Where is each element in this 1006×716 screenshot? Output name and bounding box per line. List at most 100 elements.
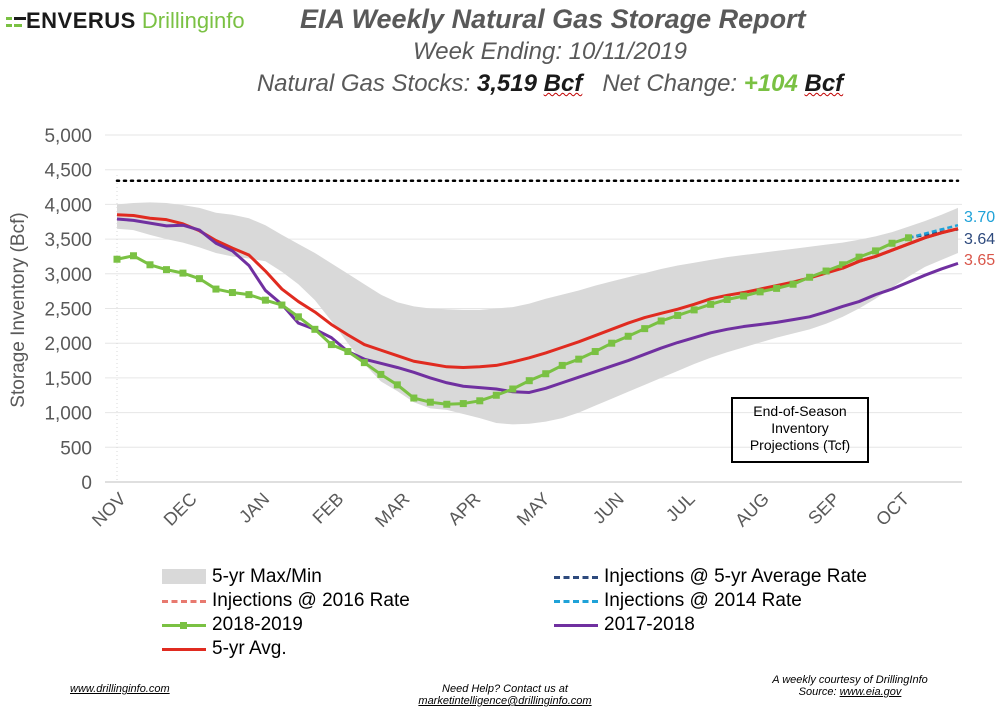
y-tick-label: 1,000: [44, 404, 92, 425]
legend-item-2014-rate: Injections @ 2014 Rate: [552, 590, 802, 612]
stocks-summary: Natural Gas Stocks: 3,519 Bcf Net Change…: [200, 70, 900, 98]
series-line-injections-2014-rate: [908, 224, 959, 239]
legend-swatch-2017-2018: [552, 614, 602, 636]
legend-swatch-5yr-avg: [160, 638, 210, 660]
data-point-2018-2019: [294, 313, 302, 321]
data-point-2018-2019: [641, 325, 649, 333]
y-tick-label: 4,500: [44, 161, 92, 182]
data-point-2018-2019: [690, 306, 698, 314]
y-axis: 0 500 1,000 1,500 2,000 2,500 3,000 3,500 4,000 4…: [44, 126, 962, 494]
legend-item-2018-2019: 2018-2019: [160, 614, 303, 636]
data-point-2018-2019: [179, 269, 187, 277]
y-tick-label: 1,500: [44, 369, 92, 390]
logo-mark-icon: [6, 15, 26, 29]
x-tick-label: MAR: [371, 489, 413, 531]
data-point-2018-2019: [195, 275, 203, 283]
data-point-2018-2019: [311, 325, 319, 333]
data-point-2018-2019: [393, 381, 401, 389]
help-email-link[interactable]: marketintelligence@drillinginfo.com: [418, 695, 592, 707]
y-tick-label: 2,500: [44, 300, 92, 321]
data-point-2018-2019: [806, 273, 814, 281]
data-point-2018-2019: [261, 296, 269, 304]
projection-label: 3.65: [964, 252, 995, 269]
data-point-2018-2019: [558, 361, 566, 369]
legend-item-2017-2018: 2017-2018: [552, 614, 695, 636]
x-tick-label: AUG: [731, 489, 773, 531]
data-point-2018-2019: [377, 370, 385, 378]
projection-label: 3.64: [964, 231, 995, 248]
legend-swatch-2018-2019: [160, 614, 210, 636]
data-point-2018-2019: [426, 398, 434, 406]
data-point-2018-2019: [492, 391, 500, 399]
projection-box-line1: End-of-Season: [753, 403, 847, 419]
stocks-unit: Bcf: [543, 70, 583, 97]
change-unit: Bcf: [804, 70, 844, 97]
website-link[interactable]: www.drillinginfo.com: [70, 683, 170, 695]
data-point-2018-2019: [344, 348, 352, 356]
x-tick-label: OCT: [872, 489, 913, 530]
data-point-2018-2019: [129, 252, 137, 260]
legend-item-5yr-avg: 5-yr Avg.: [160, 638, 287, 660]
y-tick-label: 0: [81, 473, 92, 494]
x-tick-label: NOV: [88, 489, 130, 531]
band-max-min: [117, 202, 958, 425]
data-point-2018-2019: [162, 266, 170, 274]
footer-website[interactable]: www.drillinginfo.com: [70, 683, 170, 695]
data-point-2018-2019: [888, 239, 896, 247]
data-point-2018-2019: [789, 280, 797, 288]
legend-swatch-band: [160, 566, 210, 588]
data-point-2018-2019: [245, 291, 253, 299]
source-line: Source: www.eia.gov: [798, 686, 902, 698]
legend-item-max-min: 5-yr Max/Min: [160, 566, 322, 588]
data-point-2018-2019: [624, 332, 632, 340]
x-tick-label: APR: [444, 489, 484, 529]
y-tick-label: 3,000: [44, 265, 92, 286]
data-point-2018-2019: [228, 289, 236, 297]
footer-help: Need Help? Contact us at marketintellige…: [380, 683, 630, 707]
change-value: +104: [743, 70, 798, 97]
data-point-2018-2019: [674, 311, 682, 319]
help-text: Need Help? Contact us at: [442, 683, 568, 695]
data-point-2018-2019: [575, 355, 583, 363]
data-point-2018-2019: [740, 292, 748, 300]
x-tick-label: JAN: [235, 489, 273, 527]
data-point-2018-2019: [542, 370, 550, 378]
y-tick-label: 3,500: [44, 230, 92, 251]
projection-box-line2: Inventory: [771, 420, 829, 436]
projection-box: End-of-Season Inventory Projections (Tcf…: [731, 397, 869, 463]
x-tick-label: MAY: [513, 489, 554, 530]
data-point-2018-2019: [212, 285, 220, 293]
footer-source: A weekly courtesy of DrillingInfo Source…: [730, 674, 970, 698]
data-point-2018-2019: [509, 385, 517, 393]
data-point-2018-2019: [839, 261, 847, 269]
source-link[interactable]: www.eia.gov: [839, 686, 902, 698]
report-title: EIA Weekly Natural Gas Storage Report: [300, 4, 806, 34]
y-tick-label: 5,000: [44, 126, 92, 147]
x-tick-label: DEC: [160, 489, 201, 530]
storage-chart: 0 500 1,000 1,500 2,000 2,500 3,000 3,500 4,000 4…: [8, 126, 995, 531]
stocks-value: 3,519: [476, 70, 537, 97]
y-tick-label: 4,000: [44, 195, 92, 216]
legend-swatch-2016-rate: [160, 590, 210, 612]
x-tick-label: FEB: [309, 489, 348, 528]
projection-labels: 3.70 3.64 3.65: [964, 209, 995, 269]
data-point-2018-2019: [443, 400, 451, 408]
data-point-2018-2019: [657, 317, 665, 325]
projection-box-line3: Projections (Tcf): [749, 437, 851, 453]
courtesy-text: A weekly courtesy of DrillingInfo: [772, 674, 928, 686]
series-line-2017-2018: [116, 217, 959, 394]
data-point-2018-2019: [723, 295, 731, 303]
y-axis-label: Storage Inventory (Bcf): [8, 212, 29, 407]
enverus-logo: ENVERUS Drillinginfo: [6, 8, 245, 34]
projection-label: 3.70: [964, 209, 995, 226]
legend-item-2016-rate: Injections @ 2016 Rate: [160, 590, 410, 612]
x-tick-label: SEP: [804, 489, 844, 529]
data-point-2018-2019: [146, 261, 154, 269]
data-point-2018-2019: [608, 339, 616, 347]
x-tick-label: JUN: [589, 489, 628, 528]
y-tick-label: 2,000: [44, 334, 92, 355]
data-point-2018-2019: [707, 300, 715, 308]
data-point-2018-2019: [855, 253, 863, 261]
data-point-2018-2019: [113, 255, 121, 263]
legend-swatch-5yr-rate: [552, 566, 602, 588]
